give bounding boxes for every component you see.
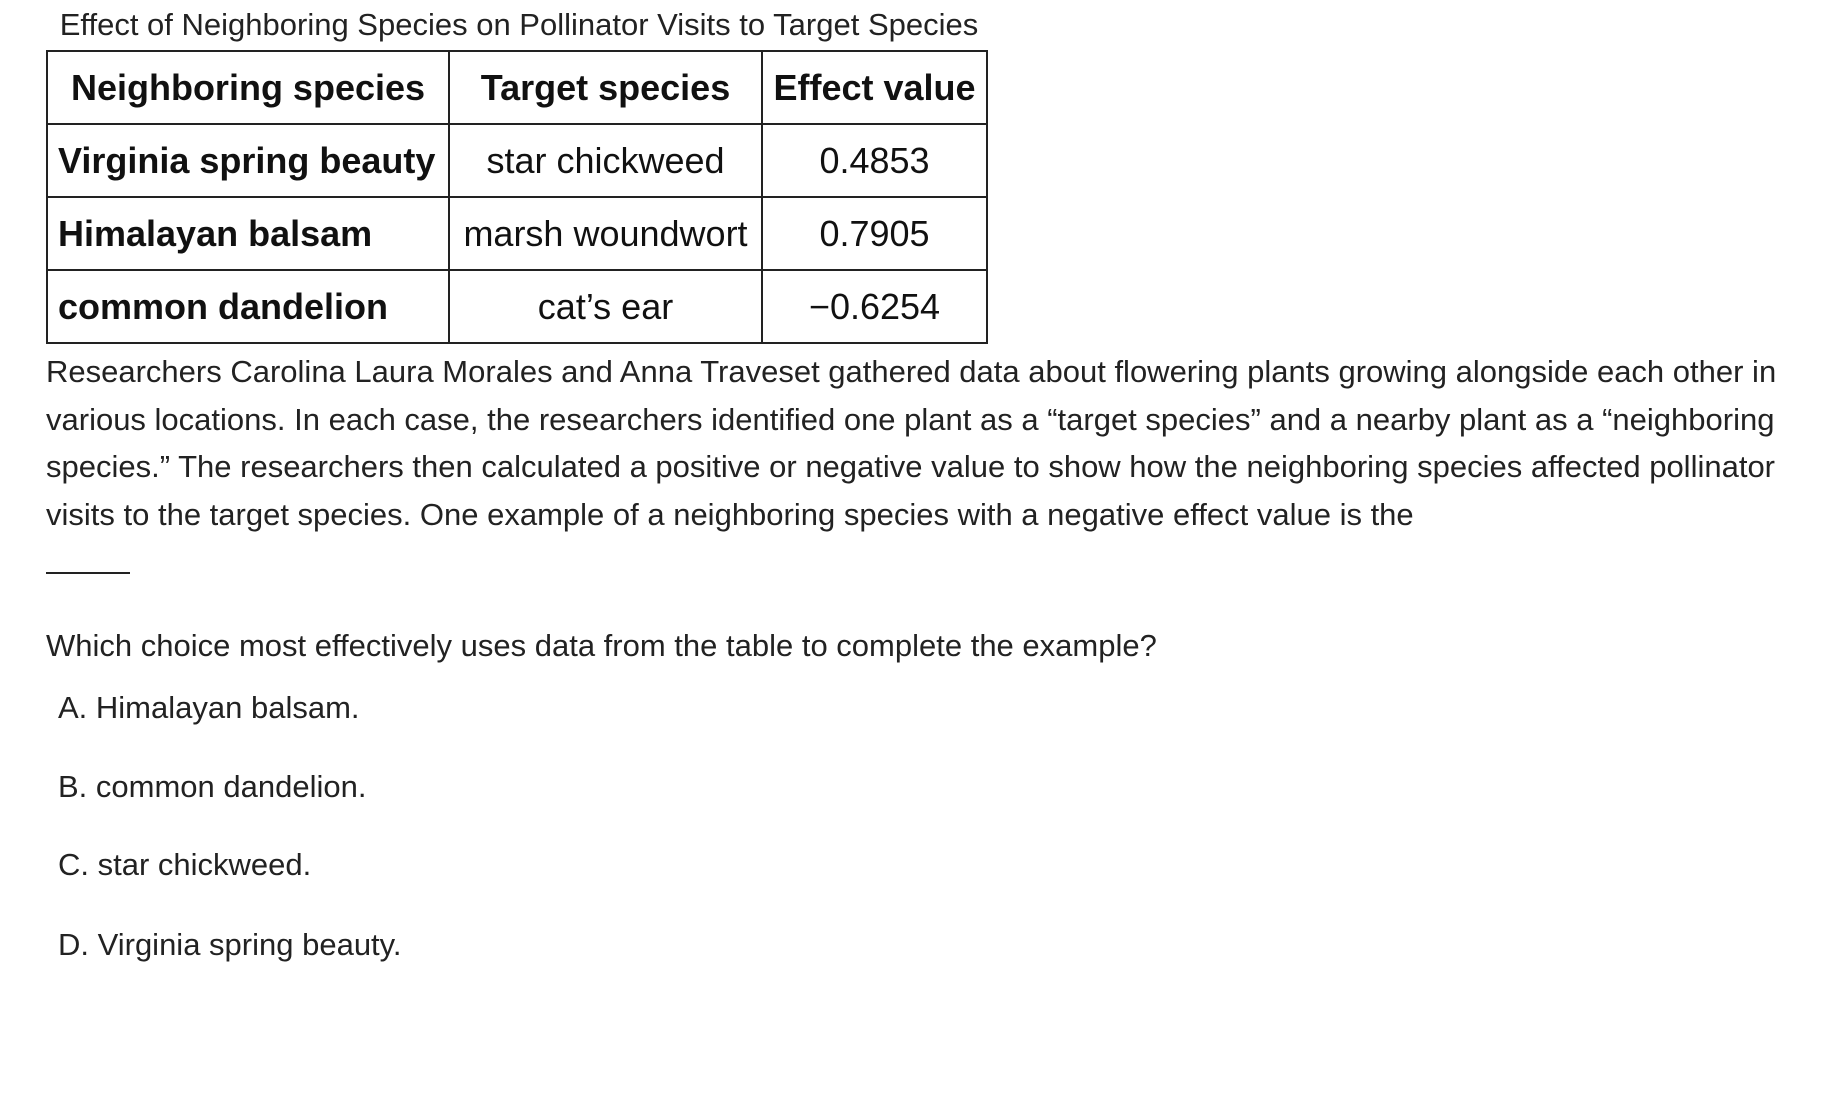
- choice-d[interactable]: D. Virginia spring beauty.: [58, 927, 402, 962]
- table-row: Himalayan balsam marsh woundwort 0.7905: [46, 196, 988, 271]
- target-species-cell: cat’s ear: [448, 269, 763, 344]
- answer-blank: [46, 572, 130, 574]
- effect-value-cell: 0.4853: [761, 123, 988, 198]
- effect-value-cell: 0.7905: [761, 196, 988, 271]
- answer-choices: A. Himalayan balsam. B. common dandelion…: [58, 688, 1806, 965]
- choice-b[interactable]: B. common dandelion.: [58, 769, 367, 804]
- target-species-cell: marsh woundwort: [448, 196, 763, 271]
- table-title: Effect of Neighboring Species on Pollina…: [59, 7, 979, 42]
- question-content: Effect of Neighboring Species on Pollina…: [46, 0, 1806, 1004]
- table-header-row: Neighboring species Target species Effec…: [46, 50, 988, 125]
- effect-value-cell: −0.6254: [761, 269, 988, 344]
- neighboring-species-cell: common dandelion: [46, 269, 450, 344]
- header-effect-value: Effect value: [761, 50, 988, 125]
- table-row: Virginia spring beauty star chickweed 0.…: [46, 123, 988, 198]
- header-neighboring-species: Neighboring species: [46, 50, 450, 125]
- neighboring-species-cell: Virginia spring beauty: [46, 123, 450, 198]
- target-species-cell: star chickweed: [448, 123, 763, 198]
- question-prompt: Which choice most effectively uses data …: [46, 628, 1157, 663]
- neighboring-species-cell: Himalayan balsam: [46, 196, 450, 271]
- choice-c[interactable]: C. star chickweed.: [58, 847, 312, 882]
- choice-a[interactable]: A. Himalayan balsam.: [58, 690, 360, 725]
- table-row: common dandelion cat’s ear −0.6254: [46, 269, 988, 344]
- header-target-species: Target species: [448, 50, 763, 125]
- passage-text: Researchers Carolina Laura Morales and A…: [46, 354, 1777, 532]
- species-effect-table: Neighboring species Target species Effec…: [46, 50, 988, 344]
